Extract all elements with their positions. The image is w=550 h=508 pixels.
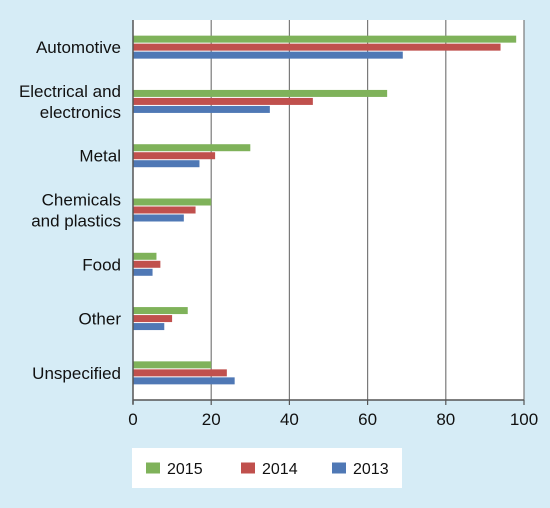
bar-2015-0 bbox=[133, 35, 517, 43]
category-label-4: Food bbox=[82, 255, 121, 274]
legend-swatch-2014 bbox=[241, 462, 255, 474]
bar-2015-1 bbox=[133, 89, 388, 97]
bar-2013-4 bbox=[133, 268, 153, 276]
bar-2015-6 bbox=[133, 361, 212, 369]
x-tick-label-100: 100 bbox=[510, 410, 538, 429]
legend bbox=[132, 448, 402, 488]
bar-2014-3 bbox=[133, 206, 196, 214]
bar-2013-1 bbox=[133, 105, 270, 113]
bar-2014-5 bbox=[133, 315, 173, 323]
bar-2013-3 bbox=[133, 214, 184, 222]
bar-2014-4 bbox=[133, 260, 161, 268]
category-label-0: Automotive bbox=[36, 38, 121, 57]
bar-2014-2 bbox=[133, 152, 216, 160]
legend-swatch-2015 bbox=[146, 462, 160, 474]
category-label-3-line0: Chemicals bbox=[42, 191, 121, 210]
category-label-6: Unspecified bbox=[32, 364, 121, 383]
category-label-5: Other bbox=[78, 310, 121, 329]
bar-2014-6 bbox=[133, 369, 227, 377]
category-label-2: Metal bbox=[79, 147, 121, 166]
bar-2015-5 bbox=[133, 307, 188, 315]
bar-2015-3 bbox=[133, 198, 212, 206]
legend-label-2014: 2014 bbox=[262, 461, 298, 478]
bar-2013-0 bbox=[133, 51, 403, 59]
plot-area bbox=[133, 20, 524, 400]
x-tick-label-0: 0 bbox=[128, 410, 137, 429]
bar-2014-1 bbox=[133, 97, 313, 105]
bar-2014-0 bbox=[133, 43, 501, 51]
category-label-1-line0: Electrical and bbox=[19, 82, 121, 101]
bar-2015-4 bbox=[133, 252, 157, 260]
x-tick-label-80: 80 bbox=[436, 410, 455, 429]
legend-label-2015: 2015 bbox=[167, 461, 203, 478]
bar-2013-6 bbox=[133, 377, 235, 385]
x-tick-label-40: 40 bbox=[280, 410, 299, 429]
bar-2013-2 bbox=[133, 160, 200, 168]
category-label-3-line1: and plastics bbox=[31, 212, 121, 231]
category-label-1-line1: electronics bbox=[40, 103, 121, 122]
x-tick-label-60: 60 bbox=[358, 410, 377, 429]
legend-swatch-2013 bbox=[332, 462, 346, 474]
x-tick-label-20: 20 bbox=[202, 410, 221, 429]
bar-2015-2 bbox=[133, 144, 251, 152]
bar-2013-5 bbox=[133, 323, 165, 331]
legend-label-2013: 2013 bbox=[353, 461, 389, 478]
